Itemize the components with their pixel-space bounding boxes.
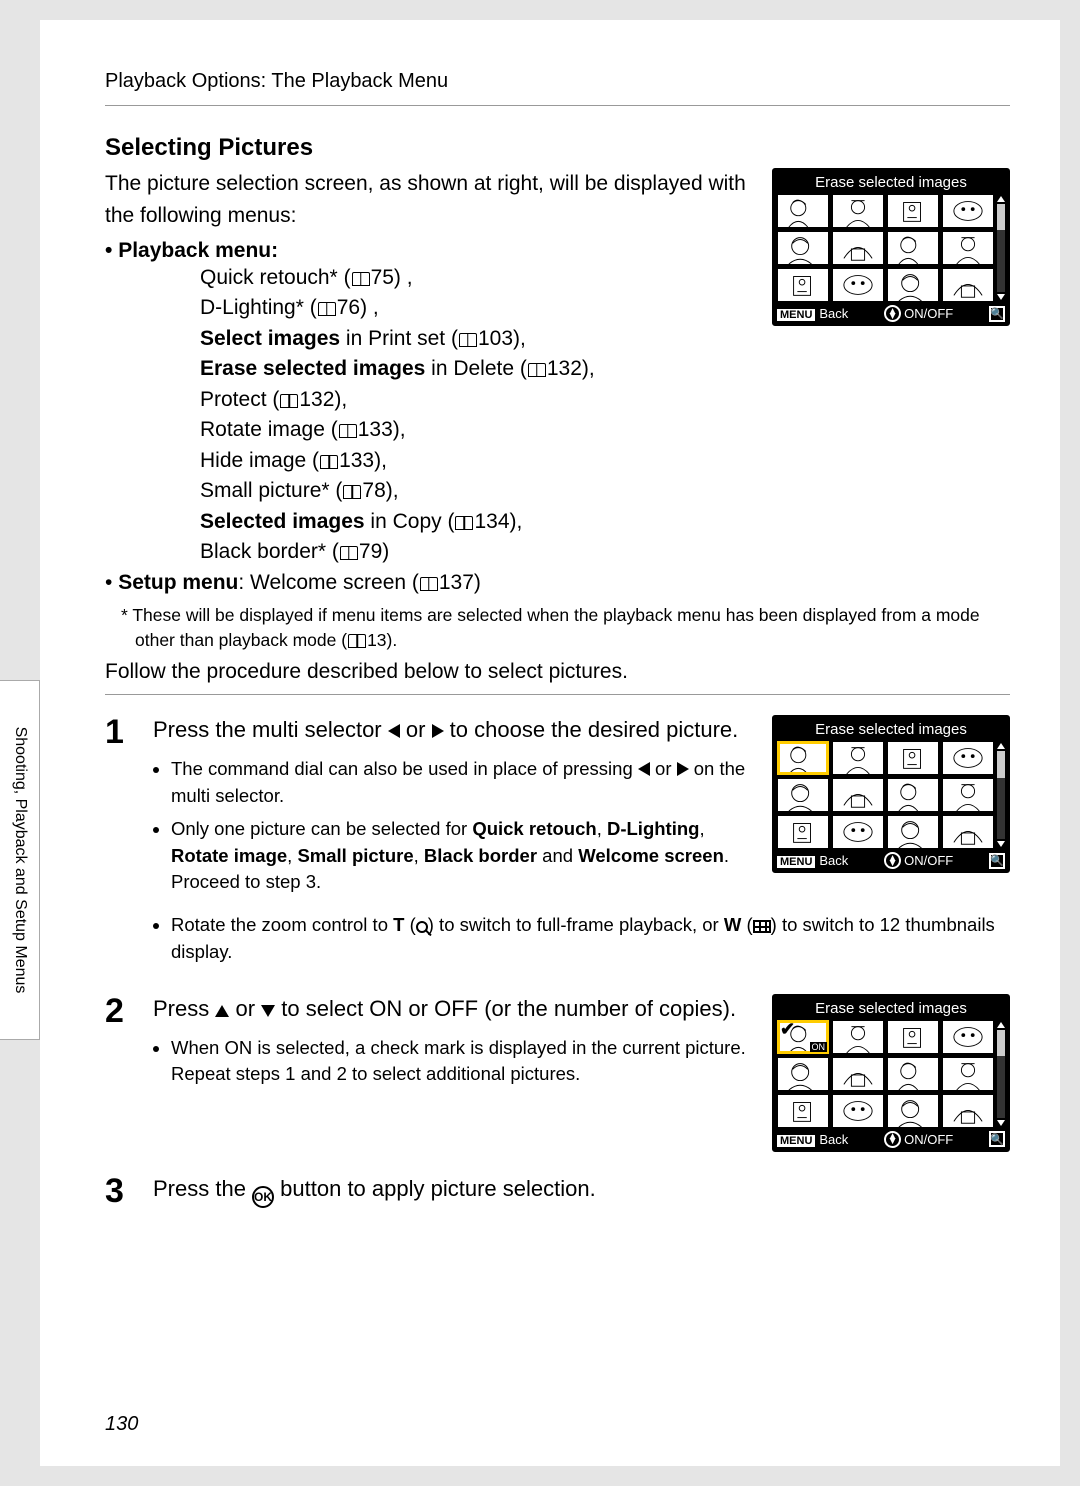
section-title: Selecting Pictures <box>105 134 1010 162</box>
step-number: 2 <box>105 994 135 1152</box>
step-note: Only one picture can be selected for Qui… <box>171 816 752 896</box>
right-arrow-icon <box>432 724 444 738</box>
step-heading: Press or to select ON or OFF (or the num… <box>153 994 752 1094</box>
step-heading: Press the multi selector or to choose th… <box>153 715 752 902</box>
playback-menu-list: Quick retouch* (75) , D-Lighting* (76) ,… <box>200 263 748 567</box>
book-icon <box>339 424 357 438</box>
camera-screenshot: Erase selected imagesONMENUBack▲▼ON/OFF🔍 <box>772 994 1010 1152</box>
book-icon <box>318 302 336 316</box>
setup-menu-line: Setup menu: Welcome screen (137) <box>105 571 1010 595</box>
camera-screenshot: Erase selected imagesMENUBack▲▼ON/OFF🔍 <box>772 168 1010 326</box>
right-arrow-icon <box>677 762 689 776</box>
book-icon <box>343 485 361 499</box>
step-note: When ON is selected, a check mark is dis… <box>171 1035 752 1089</box>
left-arrow-icon <box>388 724 400 738</box>
step-note: Rotate the zoom control to T () to switc… <box>171 912 1010 966</box>
up-arrow-icon <box>215 1005 229 1017</box>
down-arrow-icon <box>261 1005 275 1017</box>
ok-button-icon: OK <box>252 1186 274 1208</box>
side-tab: Shooting, Playback and Setup Menus <box>0 680 40 1040</box>
page: Playback Options: The Playback Menu Sele… <box>40 20 1060 1466</box>
follow-instruction: Follow the procedure described below to … <box>105 660 1010 695</box>
step-2: 2 Press or to select ON or OFF (or the n… <box>105 994 1010 1152</box>
side-tab-label: Shooting, Playback and Setup Menus <box>11 727 29 994</box>
book-icon <box>348 634 366 648</box>
step-number: 3 <box>105 1174 135 1208</box>
book-icon <box>459 333 477 347</box>
page-number: 130 <box>105 1413 138 1436</box>
intro-text: The picture selection screen, as shown a… <box>105 168 748 231</box>
book-icon <box>420 577 438 591</box>
book-icon <box>528 363 546 377</box>
book-icon <box>340 546 358 560</box>
thumbnail-grid-icon <box>753 920 771 933</box>
step-number: 1 <box>105 715 135 971</box>
camera-screenshot: Erase selected imagesMENUBack▲▼ON/OFF🔍 <box>772 715 1010 873</box>
step-note: The command dial can also be used in pla… <box>171 756 752 810</box>
footnote: * These will be displayed if menu items … <box>135 603 1010 652</box>
step-heading: Press the OK button to apply picture sel… <box>153 1174 1010 1208</box>
magnify-icon <box>416 921 428 933</box>
breadcrumb: Playback Options: The Playback Menu <box>105 70 1010 106</box>
book-icon <box>280 394 298 408</box>
step-3: 3 Press the OK button to apply picture s… <box>105 1174 1010 1208</box>
book-icon <box>320 455 338 469</box>
book-icon <box>455 516 473 530</box>
left-arrow-icon <box>638 762 650 776</box>
step-1: 1 Press the multi selector or to choose … <box>105 715 1010 971</box>
playback-menu-heading: Playback menu: <box>105 239 748 263</box>
book-icon <box>352 272 370 286</box>
